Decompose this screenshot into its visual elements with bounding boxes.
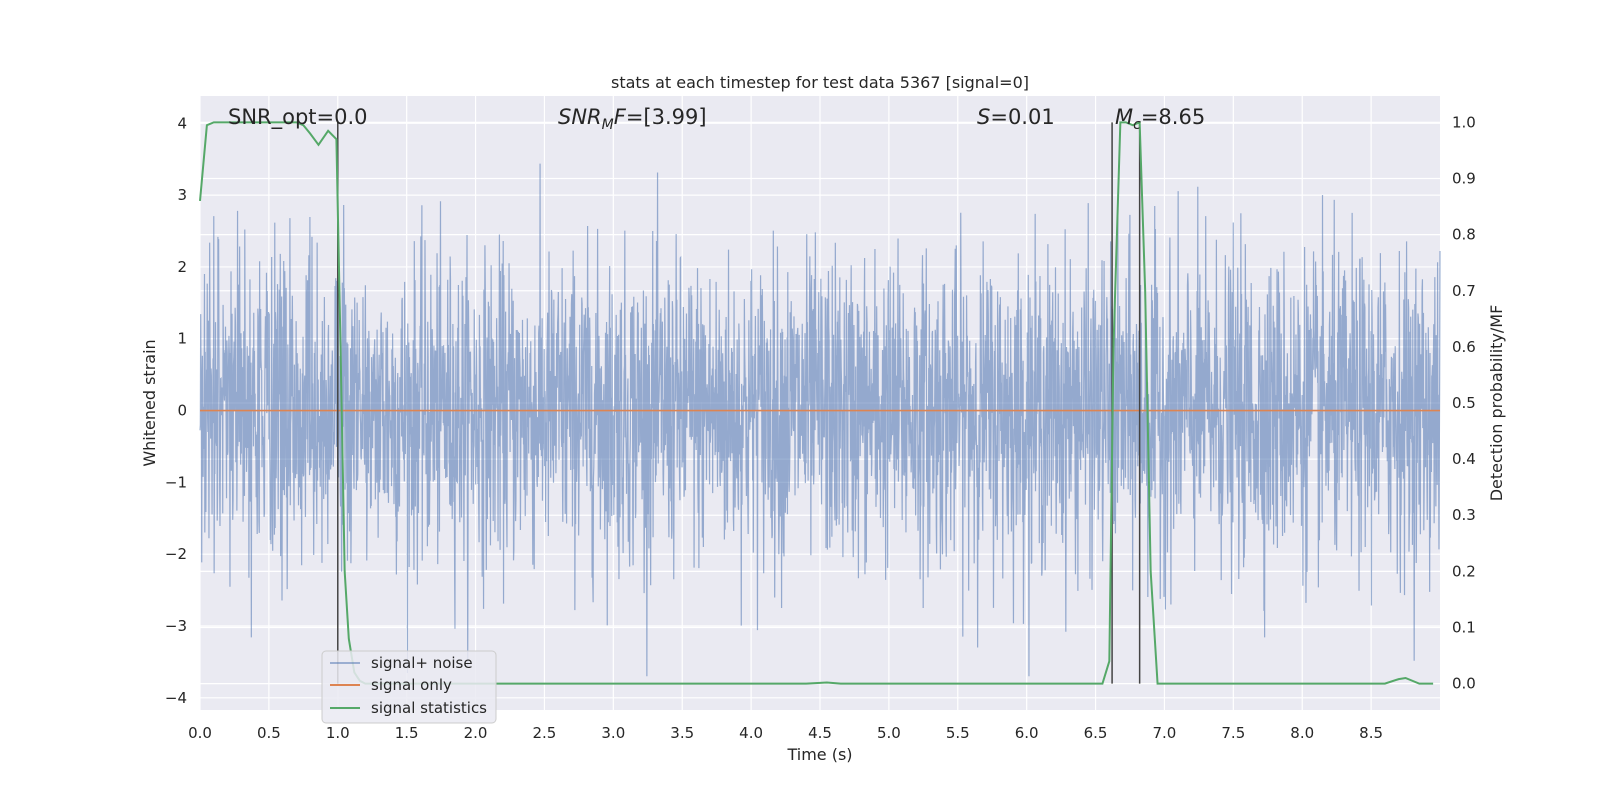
legend: signal+ noise signal only signal statist… <box>321 650 497 724</box>
x-tick-label-14: 7.0 <box>1153 724 1177 742</box>
y-right-tick-labels: 0.0 0.1 0.2 0.3 0.4 0.5 0.6 0.7 0.8 0.9 1.0 <box>1452 113 1476 692</box>
chart-title: stats at each timestep for test data 536… <box>611 73 1029 92</box>
annotation-snr-mf: SNRMF=[3.99] <box>558 105 707 133</box>
annotation-mc-subscript: c <box>1133 117 1141 133</box>
annotation-mc-prefix: M <box>1115 105 1133 129</box>
y-tick-label-3: −1 <box>165 473 187 491</box>
x-tick-label-17: 8.5 <box>1359 724 1383 742</box>
y-right-tick-label-0: 0.0 <box>1452 675 1476 693</box>
y-axis-label: Whitened strain <box>140 339 159 466</box>
x-tick-label-3: 1.5 <box>395 724 419 742</box>
x-tick-label-1: 0.5 <box>257 724 281 742</box>
annotation-s-value: =0.01 <box>990 105 1054 129</box>
annotation-snr-mf-suffix: F <box>614 105 627 129</box>
y-tick-label-1: −3 <box>165 617 187 635</box>
signal-statistics-series <box>199 120 1434 685</box>
y-right-tick-label-9: 0.9 <box>1452 170 1476 188</box>
y-tick-label-2: −2 <box>165 545 187 563</box>
x-tick-label-13: 6.5 <box>1084 724 1108 742</box>
x-tick-labels: 0.0 0.5 1.0 1.5 2.0 2.5 3.0 3.5 4.0 4.5 5.0 5.5 6.0 6… <box>188 724 1383 742</box>
y-right-tick-label-7: 0.7 <box>1452 282 1476 300</box>
x-tick-label-8: 4.0 <box>739 724 763 742</box>
annotation-snr-opt: SNR_opt=0.0 <box>228 105 368 130</box>
y-right-tick-label-3: 0.3 <box>1452 506 1476 524</box>
y-tick-label-4: 0 <box>177 402 187 420</box>
x-tick-label-9: 4.5 <box>808 724 832 742</box>
legend-label-signal-plus-noise: signal+ noise <box>371 654 473 672</box>
legend-label-signal-statistics: signal statistics <box>371 699 487 717</box>
signal-plus-noise-line <box>199 163 1441 677</box>
annotation-mc: Mc=8.65 <box>1115 105 1205 133</box>
annotation-s-prefix: S <box>977 105 990 129</box>
annotation-snr-mf-value: =[3.99] <box>626 105 707 129</box>
annotation-mc-value: =8.65 <box>1141 105 1205 129</box>
y-right-tick-label-5: 0.5 <box>1452 394 1476 412</box>
annotation-snr-mf-subscript: M <box>602 117 614 133</box>
signal-plus-noise-series <box>199 163 1441 677</box>
y-right-axis-label: Detection probability/MF <box>1487 305 1506 502</box>
x-axis-label: Time (s) <box>786 745 852 764</box>
y-right-tick-label-6: 0.6 <box>1452 338 1476 356</box>
x-tick-label-5: 2.5 <box>533 724 557 742</box>
y-right-tick-label-1: 0.1 <box>1452 618 1476 636</box>
y-tick-label-8: 4 <box>177 114 187 132</box>
y-right-tick-label-10: 1.0 <box>1452 113 1476 131</box>
x-tick-label-11: 5.5 <box>946 724 970 742</box>
x-tick-label-0: 0.0 <box>188 724 212 742</box>
y-tick-label-6: 2 <box>177 258 187 276</box>
x-tick-label-7: 3.5 <box>670 724 694 742</box>
y-tick-label-0: −4 <box>165 689 187 707</box>
x-tick-label-2: 1.0 <box>326 724 350 742</box>
y-tick-label-5: 1 <box>177 330 187 348</box>
x-tick-label-10: 5.0 <box>877 724 901 742</box>
x-tick-label-4: 2.0 <box>464 724 488 742</box>
y-right-tick-label-8: 0.8 <box>1452 226 1476 244</box>
y-tick-labels: −4 −3 −2 −1 0 1 2 3 4 <box>165 114 187 707</box>
y-right-tick-label-4: 0.4 <box>1452 450 1476 468</box>
legend-label-signal-only: signal only <box>371 676 452 694</box>
annotation-snr-mf-prefix: SNR <box>558 105 602 129</box>
y-right-tick-label-2: 0.2 <box>1452 562 1476 580</box>
x-tick-label-15: 7.5 <box>1221 724 1245 742</box>
y-tick-label-7: 3 <box>177 186 187 204</box>
annotation-s: S=0.01 <box>977 105 1055 129</box>
x-tick-label-6: 3.0 <box>601 724 625 742</box>
x-tick-label-12: 6.0 <box>1015 724 1039 742</box>
x-tick-label-16: 8.0 <box>1290 724 1314 742</box>
